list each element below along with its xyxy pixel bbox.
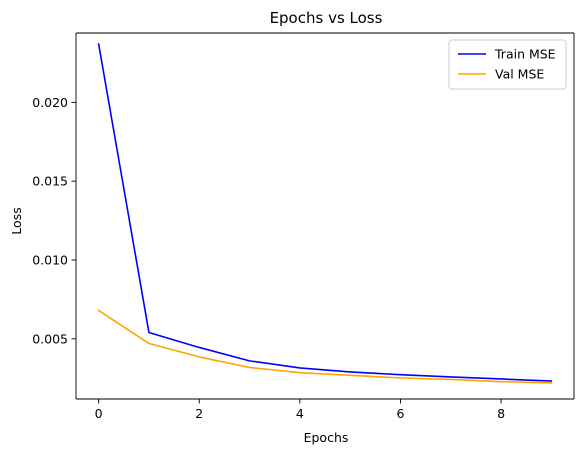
y-tick-label: 0.015	[32, 174, 68, 189]
plot-background	[76, 33, 574, 399]
ticks-layer: 0 2 4 6 8 0.005 0.010 0.015 0.020	[32, 95, 505, 421]
legend-label-train-mse: Train MSE	[494, 47, 556, 62]
x-tick-label: 2	[195, 406, 203, 421]
x-tick-label: 6	[396, 406, 404, 421]
y-tick-label: 0.020	[32, 95, 68, 110]
plot-area	[76, 33, 574, 399]
legend-label-val-mse: Val MSE	[495, 67, 544, 82]
y-axis-label: Loss	[9, 207, 24, 234]
x-axis-label: Epochs	[304, 430, 349, 445]
x-tick-label: 8	[497, 406, 505, 421]
x-tick-label: 0	[95, 406, 103, 421]
x-tick-label: 4	[296, 406, 304, 421]
series-layer	[97, 43, 553, 384]
legend: Train MSE Val MSE	[448, 39, 567, 90]
y-tick-label: 0.005	[32, 331, 68, 346]
axes-frame	[75, 32, 575, 400]
legend-box	[448, 39, 567, 90]
y-tick-label: 0.010	[32, 252, 68, 267]
series-line-val-mse	[97, 309, 553, 384]
chart-title: Epochs vs Loss	[270, 9, 383, 27]
series-line-train-mse	[97, 43, 553, 382]
